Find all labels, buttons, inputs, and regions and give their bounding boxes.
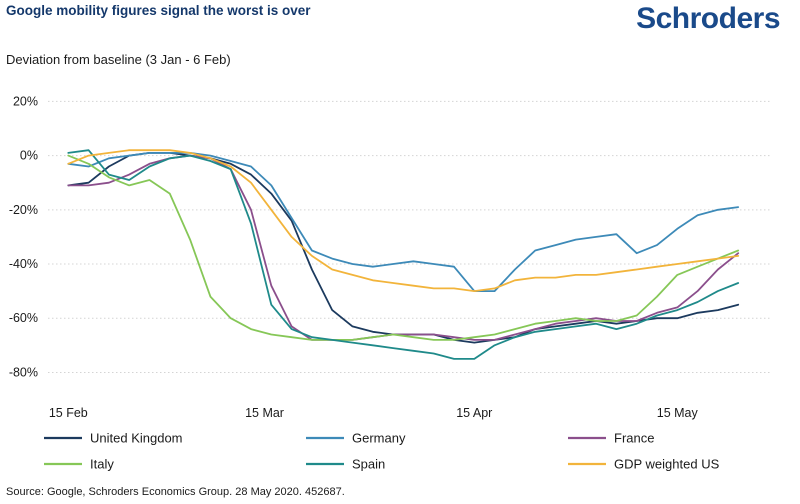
gridlines [48,100,772,373]
series-line-france [67,154,740,341]
legend-label-france: France [614,431,654,446]
y-tick-label: -60% [9,311,38,325]
chart-subtitle: Deviation from baseline (3 Jan - 6 Feb) [6,52,231,67]
x-tick-label: 15 Mar [245,406,284,420]
y-tick-label: -40% [9,257,38,271]
series-lines [67,149,740,360]
legend-label-gdp-weighted-us: GDP weighted US [614,457,720,472]
x-tick-label: 15 Feb [49,406,88,420]
series-line-gdp-weighted-us [67,149,740,293]
x-axis-ticks: 15 Feb 15 Mar 15 Apr 15 May [49,406,699,420]
series-line-spain [67,149,740,360]
y-tick-label: -20% [9,203,38,217]
x-tick-label: 15 May [657,406,699,420]
y-tick-label: -80% [9,365,38,379]
y-tick-label: 0% [20,149,38,163]
legend: United Kingdom Germany France Italy Spain GDP… [44,431,720,472]
legend-label-italy: Italy [90,457,114,472]
legend-label-germany: Germany [352,431,406,446]
x-tick-label: 15 Apr [456,406,492,420]
chart-title: Google mobility figures signal the worst… [6,3,311,18]
y-axis-ticks: 20% 0% -20% -40% -60% -80% [9,94,38,379]
y-tick-label: 20% [13,94,38,108]
series-line-germany [67,151,740,293]
legend-label-united-kingdom: United Kingdom [90,431,183,446]
series-line-italy [67,154,740,341]
legend-label-spain: Spain [352,457,385,472]
source-note: Source: Google, Schroders Economics Grou… [6,486,345,498]
schroders-logo: Schroders [636,2,780,35]
